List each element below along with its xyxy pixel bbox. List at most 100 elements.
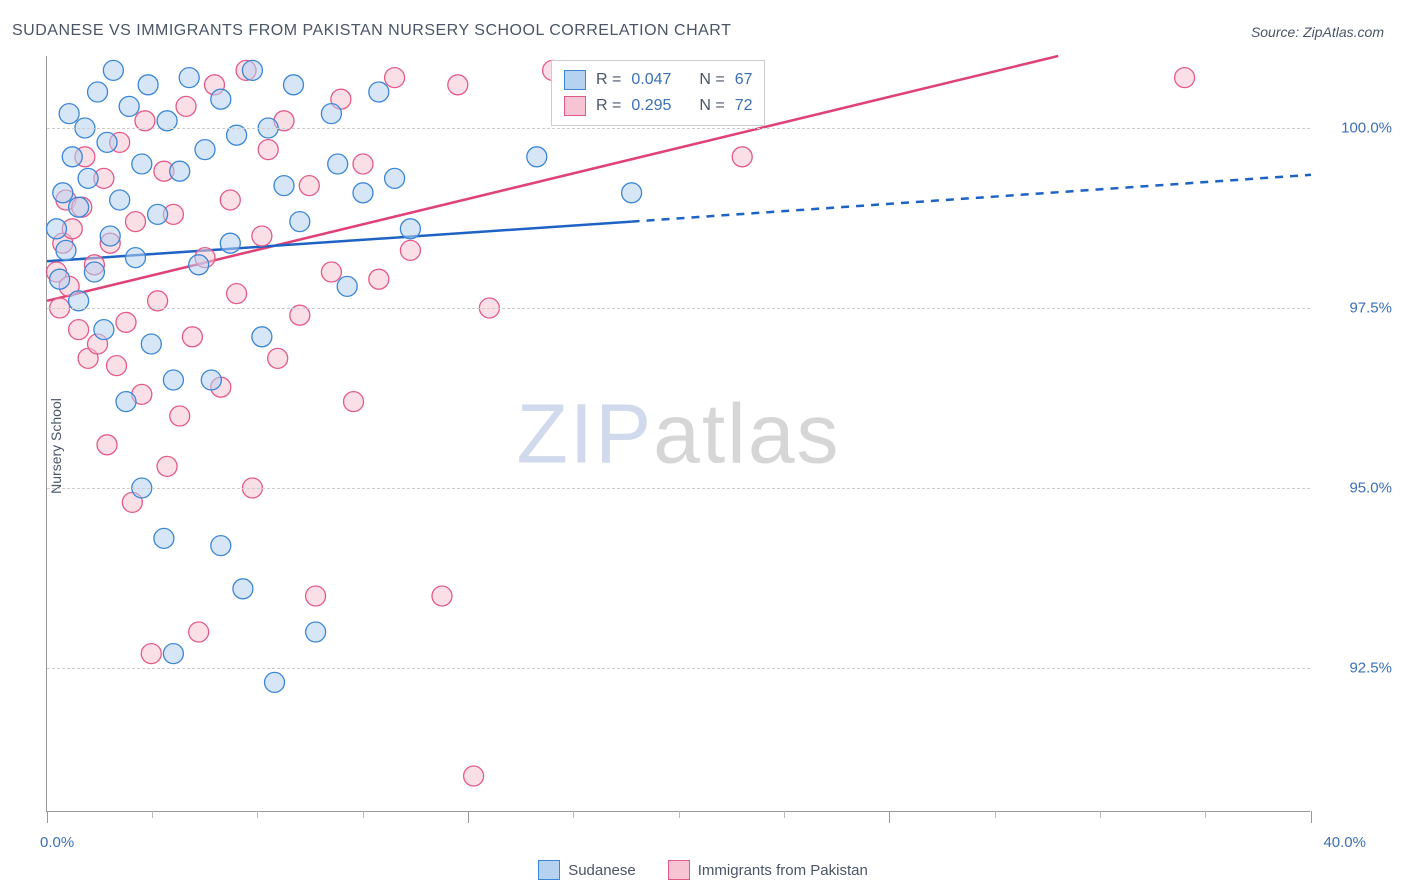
scatter-point — [62, 147, 82, 167]
series-label-a: Sudanese — [568, 862, 636, 879]
scatter-point — [84, 255, 104, 275]
scatter-point — [141, 334, 161, 354]
scatter-point — [353, 183, 373, 203]
legend-n-value-b: 72 — [735, 97, 753, 115]
scatter-point — [369, 269, 389, 289]
scatter-point — [195, 248, 215, 268]
scatter-point — [179, 68, 199, 88]
scatter-point — [72, 197, 92, 217]
scatter-point — [189, 255, 209, 275]
scatter-point — [46, 262, 66, 282]
scatter-point — [265, 672, 285, 692]
scatter-point — [103, 60, 123, 80]
legend-n-label: N = — [699, 97, 724, 115]
scatter-point — [385, 168, 405, 188]
chart-title: SUDANESE VS IMMIGRANTS FROM PAKISTAN NUR… — [12, 22, 731, 40]
watermark-b: atlas — [653, 386, 840, 480]
scatter-point — [527, 147, 547, 167]
scatter-point — [290, 212, 310, 232]
scatter-point — [88, 334, 108, 354]
plot-area: ZIPatlas R = 0.047 N = 67 R = 0.295 N = … — [46, 56, 1310, 812]
scatter-point — [154, 161, 174, 181]
scatter-point — [464, 766, 484, 786]
scatter-point — [201, 370, 221, 390]
scatter-point — [69, 197, 89, 217]
scatter-point — [97, 435, 117, 455]
legend-r-label: R = — [596, 97, 621, 115]
scatter-point — [233, 579, 253, 599]
scatter-point — [88, 82, 108, 102]
scatter-point — [400, 219, 420, 239]
scatter-point — [242, 60, 262, 80]
scatter-point — [220, 233, 240, 253]
scatter-point — [138, 75, 158, 95]
scatter-point — [46, 219, 66, 239]
scatter-point — [306, 622, 326, 642]
scatter-point — [125, 212, 145, 232]
watermark-a: ZIP — [516, 386, 653, 480]
correlation-legend: R = 0.047 N = 67 R = 0.295 N = 72 — [551, 60, 765, 126]
scatter-point — [94, 320, 114, 340]
scatter-point — [306, 586, 326, 606]
series-legend-item-b: Immigrants from Pakistan — [668, 860, 868, 880]
scatter-point — [116, 392, 136, 412]
scatter-point — [170, 406, 190, 426]
x-axis-min-label: 0.0% — [40, 834, 74, 851]
scatter-point — [100, 233, 120, 253]
scatter-point — [59, 276, 79, 296]
scatter-point — [369, 82, 389, 102]
scatter-point — [448, 75, 468, 95]
scatter-point — [148, 204, 168, 224]
scatter-points-svg — [47, 56, 1310, 811]
scatter-point — [299, 176, 319, 196]
legend-row-a: R = 0.047 N = 67 — [564, 67, 752, 93]
scatter-point — [328, 154, 348, 174]
scatter-point — [252, 226, 272, 246]
scatter-point — [182, 327, 202, 347]
scatter-point — [321, 262, 341, 282]
legend-r-label: R = — [596, 71, 621, 89]
scatter-point — [274, 176, 294, 196]
series-legend-item-a: Sudanese — [538, 860, 636, 880]
scatter-point — [53, 233, 73, 253]
y-tick-label: 100.0% — [1318, 120, 1392, 137]
scatter-point — [125, 248, 145, 268]
scatter-point — [622, 183, 642, 203]
scatter-point — [195, 140, 215, 160]
scatter-point — [211, 377, 231, 397]
scatter-point — [50, 269, 70, 289]
scatter-point — [1175, 68, 1195, 88]
scatter-point — [211, 536, 231, 556]
scatter-point — [78, 348, 98, 368]
scatter-point — [163, 204, 183, 224]
watermark: ZIPatlas — [516, 385, 840, 482]
y-tick-label: 92.5% — [1318, 660, 1392, 677]
legend-n-label: N = — [699, 71, 724, 89]
scatter-point — [283, 75, 303, 95]
scatter-point — [62, 219, 82, 239]
scatter-point — [94, 168, 114, 188]
scatter-point — [154, 528, 174, 548]
grid-and-trend-svg — [47, 56, 1310, 811]
legend-swatch-b — [564, 96, 586, 116]
scatter-point — [732, 147, 752, 167]
scatter-point — [110, 190, 130, 210]
scatter-point — [176, 96, 196, 116]
scatter-point — [78, 168, 98, 188]
scatter-point — [258, 140, 278, 160]
scatter-point — [100, 226, 120, 246]
scatter-point — [69, 320, 89, 340]
scatter-point — [337, 276, 357, 296]
scatter-point — [163, 644, 183, 664]
scatter-point — [252, 327, 272, 347]
legend-swatch-a — [564, 70, 586, 90]
scatter-point — [227, 284, 247, 304]
scatter-point — [432, 586, 452, 606]
series-swatch-a — [538, 860, 560, 880]
scatter-point — [107, 356, 127, 376]
scatter-point — [344, 392, 364, 412]
x-axis-max-label: 40.0% — [1323, 834, 1366, 851]
source-attribution: Source: ZipAtlas.com — [1251, 24, 1384, 40]
scatter-point — [163, 370, 183, 390]
source-name: ZipAtlas.com — [1303, 24, 1384, 40]
